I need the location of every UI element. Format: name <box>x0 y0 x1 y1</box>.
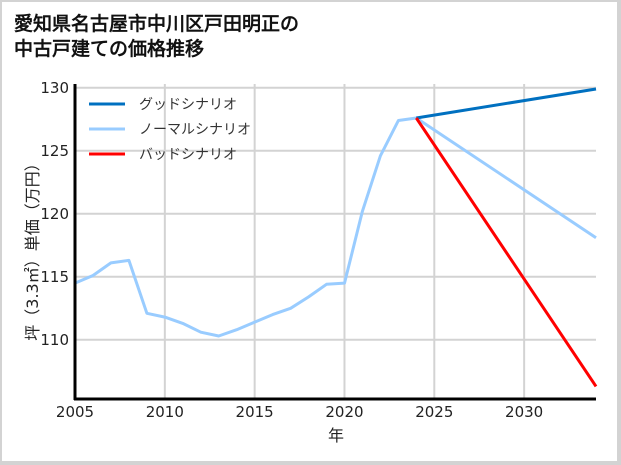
series-line <box>416 87 597 120</box>
grid-lines <box>74 84 596 399</box>
chart-title: 愛知県名古屋市中川区戸田明正の 中古戸建ての価格推移 <box>14 12 299 62</box>
x-tick-label: 2020 <box>325 403 363 421</box>
chart-title-line-2: 中古戸建ての価格推移 <box>14 38 205 60</box>
chart-frame: 愛知県名古屋市中川区戸田明正の 中古戸建ての価格推移 <box>2 2 617 461</box>
x-tick-label: 2005 <box>56 403 94 421</box>
axes <box>73 84 596 401</box>
y-tick-label: 130 <box>40 79 69 97</box>
x-axis-label: 年 <box>328 426 344 445</box>
chart-title-line-1: 愛知県名古屋市中川区戸田明正の <box>14 13 300 35</box>
y-axis-label: 坪（3.3㎡）単価（万円） <box>23 155 42 340</box>
legend-label: ノーマルシナリオ <box>139 122 251 138</box>
y-tick-label: 115 <box>40 268 69 286</box>
y-tick-label: 125 <box>40 142 69 160</box>
x-tick-label: 2015 <box>236 403 274 421</box>
series-line <box>74 116 597 338</box>
y-tick-label: 120 <box>40 205 69 223</box>
legend-label: バッドシナリオ <box>139 147 237 163</box>
y-tick-label: 110 <box>40 331 69 349</box>
series-lines <box>74 87 598 388</box>
x-tick-label: 2025 <box>415 403 453 421</box>
tick-labels: 2005 2010 2015 2020 2025 2030 110 115 120 125 130 <box>40 79 543 421</box>
x-tick-label: 2010 <box>146 403 184 421</box>
x-tick-label: 2030 <box>505 403 543 421</box>
legend-label: グッドシナリオ <box>139 97 237 113</box>
series-line <box>415 117 598 388</box>
